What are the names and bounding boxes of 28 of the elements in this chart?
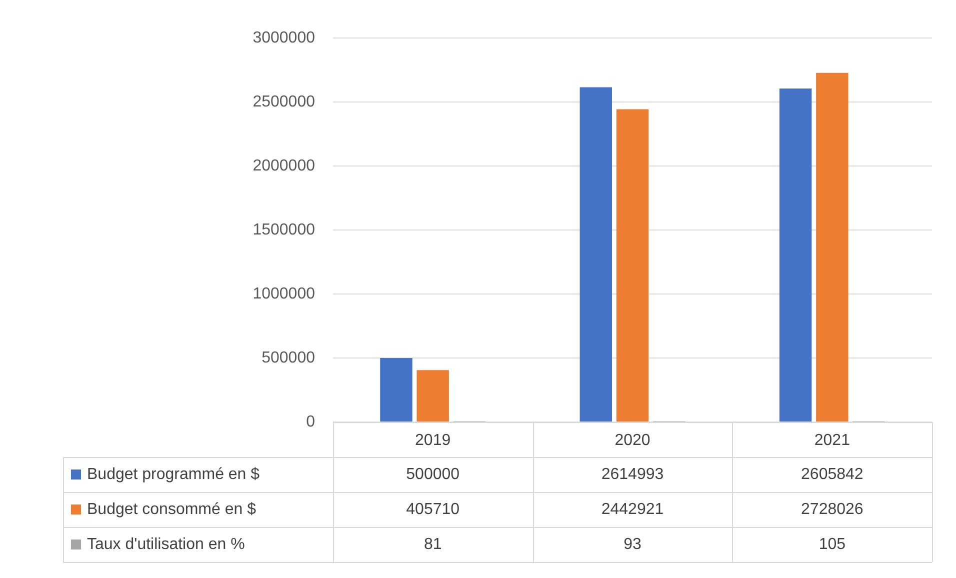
bar [416, 370, 449, 422]
x-tick-label: 2021 [814, 432, 850, 450]
x-tick-label: 2020 [614, 432, 650, 450]
y-tick-label: 2000000 [252, 157, 316, 174]
bar [380, 358, 412, 422]
y-tick-label: 3000000 [252, 29, 316, 46]
bar [616, 109, 649, 422]
data-label: 2728026 [801, 500, 864, 518]
bar [779, 88, 812, 422]
y-tick-label: 2500000 [252, 93, 316, 110]
legend-label: Taux d'utilisation en % [87, 536, 245, 553]
bar [816, 72, 848, 422]
data-label: 405710 [406, 500, 460, 518]
data-label: 2442921 [601, 500, 664, 518]
data-label: 81 [424, 536, 442, 553]
y-tick-label: 0 [306, 413, 316, 430]
bar [580, 87, 612, 422]
x-tick-label: 2019 [415, 432, 451, 450]
legend-label: Budget programmé en $ [87, 466, 260, 483]
data-label: 2605842 [801, 466, 864, 483]
data-label: 500000 [406, 466, 460, 483]
legend-label: Budget consommé en $ [87, 500, 256, 518]
y-tick-label: 500000 [262, 349, 316, 366]
data-label: 93 [624, 536, 642, 553]
y-tick-label: 1000000 [252, 285, 316, 302]
data-label: 2614993 [601, 466, 664, 483]
y-tick-label: 1500000 [252, 221, 316, 238]
data-label: 105 [818, 536, 846, 553]
